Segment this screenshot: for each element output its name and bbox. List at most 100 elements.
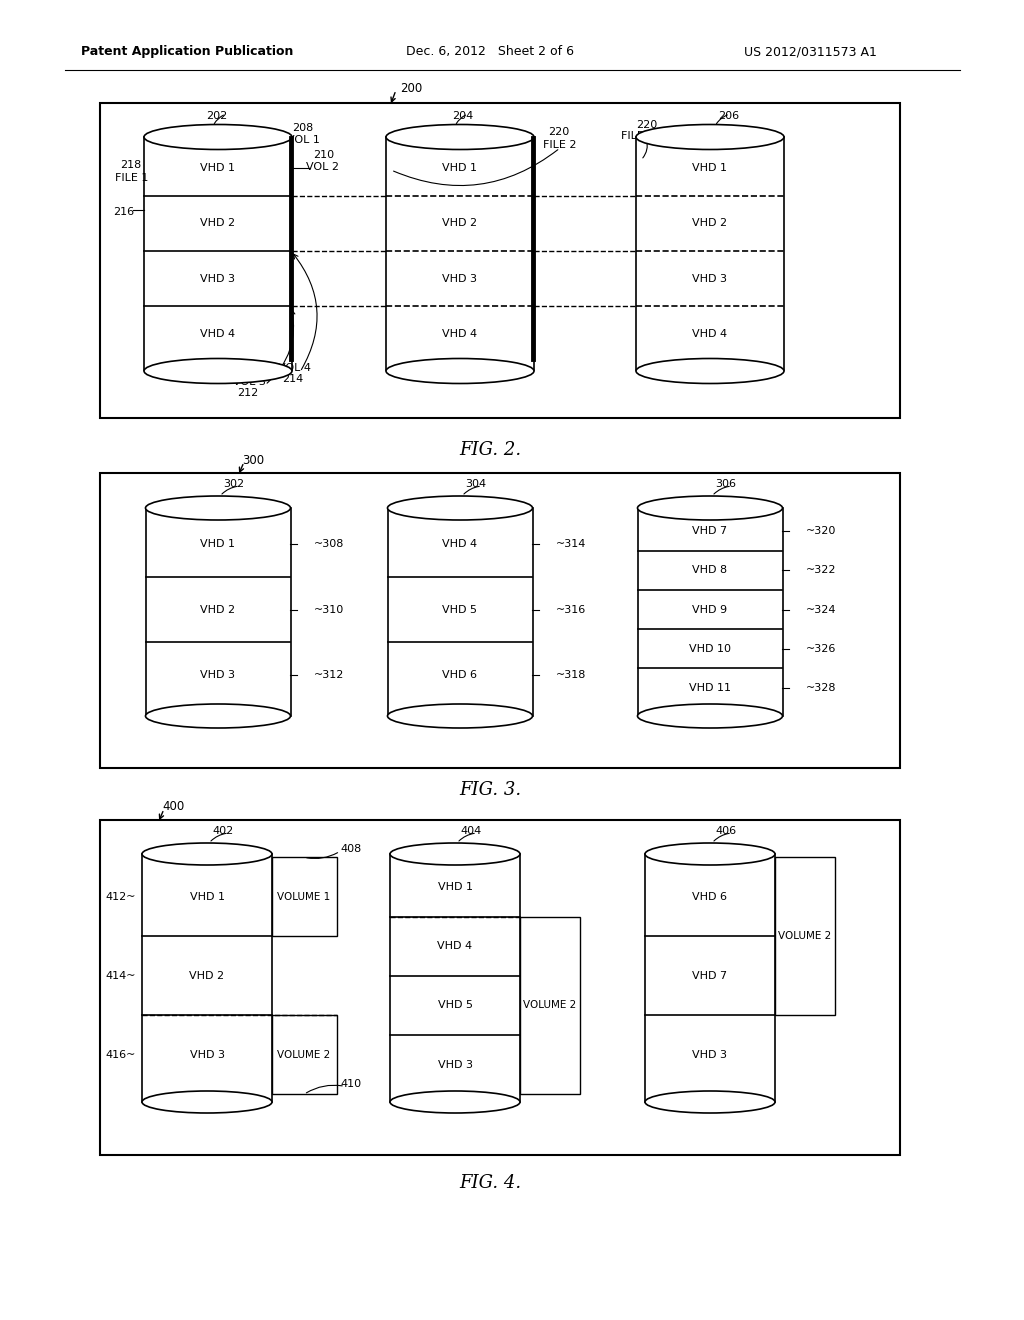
Text: ~316: ~316 [556,605,587,615]
Bar [775,857,835,1015]
Text: 208: 208 [292,123,313,133]
Text: Patent Application Publication: Patent Application Publication [81,45,293,58]
Text: VOL 4: VOL 4 [278,363,311,374]
Text: ~310: ~310 [314,605,344,615]
Text: ~324: ~324 [806,605,837,615]
Text: 212: 212 [237,388,258,399]
Text: 210: 210 [313,150,334,160]
Text: Dec. 6, 2012   Sheet 2 of 6: Dec. 6, 2012 Sheet 2 of 6 [406,45,574,58]
Ellipse shape [142,843,272,865]
Ellipse shape [144,359,292,384]
Text: ~314: ~314 [556,540,587,549]
Text: VHD 4: VHD 4 [442,329,477,339]
Bar [520,916,580,1094]
Text: FIG. 4.: FIG. 4. [459,1173,521,1192]
Ellipse shape [387,496,532,520]
Text: VHD 7: VHD 7 [692,527,728,536]
Text: VOL 3: VOL 3 [233,378,266,387]
Text: VHD 4: VHD 4 [201,329,236,339]
Text: VHD 3: VHD 3 [201,273,236,284]
Text: 408: 408 [340,845,361,854]
Ellipse shape [636,124,784,149]
Text: 400: 400 [162,800,184,813]
Text: DISK B: DISK B [441,132,478,143]
Text: VHD 4: VHD 4 [442,540,477,549]
Ellipse shape [386,124,534,149]
Text: VHD 1: VHD 1 [437,882,472,892]
Text: VOLUME 2: VOLUME 2 [523,1001,577,1010]
Bar [142,854,272,1102]
Text: VHD 10: VHD 10 [689,644,731,653]
Text: ~318: ~318 [556,671,587,680]
Text: VHD 3: VHD 3 [201,671,236,680]
Text: VHD 3: VHD 3 [692,1049,727,1060]
Text: ~326: ~326 [806,644,837,653]
Text: ~328: ~328 [806,682,837,693]
Text: 412~: 412~ [105,892,136,902]
Ellipse shape [645,843,775,865]
Bar [272,1015,337,1094]
Text: VHD 2: VHD 2 [189,970,224,981]
Text: FIG. 2.: FIG. 2. [459,441,521,459]
Text: VHD 1: VHD 1 [189,892,224,902]
Text: VHD 5: VHD 5 [437,1001,472,1010]
Bar [636,137,784,370]
Bar [100,820,900,1155]
Text: 300: 300 [242,454,264,466]
Ellipse shape [638,496,782,520]
Ellipse shape [386,359,534,384]
Text: ~312: ~312 [314,671,344,680]
Text: VHD 2: VHD 2 [692,218,728,228]
Ellipse shape [638,704,782,729]
Text: VHD 2: VHD 2 [201,605,236,615]
Text: VHD 4: VHD 4 [437,941,472,952]
Ellipse shape [390,1092,520,1113]
Text: VOLUME 2: VOLUME 2 [778,932,831,941]
Text: DISK C: DISK C [691,132,729,143]
Bar [638,508,783,715]
Text: DISK A: DISK A [188,849,225,859]
Text: 304: 304 [465,479,486,488]
Text: VHD 7: VHD 7 [692,970,728,981]
Text: VOL 2: VOL 2 [306,162,339,172]
Text: ~420: ~420 [542,1001,572,1010]
Text: FILE 1: FILE 1 [115,173,148,183]
Text: ~320: ~320 [806,527,837,536]
Text: VHD 1: VHD 1 [692,164,727,173]
Bar [146,508,291,715]
Text: VOLUME 1: VOLUME 1 [278,892,331,902]
Bar [390,854,520,1102]
Text: VOL 1: VOL 1 [287,135,319,145]
Bar [386,137,534,370]
Ellipse shape [145,704,291,729]
Text: VHD 1: VHD 1 [442,164,477,173]
Text: 406: 406 [715,826,736,836]
Text: VHD 3: VHD 3 [189,1049,224,1060]
Text: 218: 218 [120,160,141,170]
Bar [100,473,900,768]
Bar [645,854,775,1102]
Text: 202: 202 [206,111,227,121]
Text: 416~: 416~ [105,1049,136,1060]
Text: ~424: ~424 [797,970,827,981]
Text: DISK C: DISK C [691,849,729,859]
Text: 410: 410 [340,1080,361,1089]
Text: FILE 2: FILE 2 [543,140,577,150]
Text: ~422: ~422 [797,892,827,902]
Text: VHD 2: VHD 2 [201,218,236,228]
Text: DISK A: DISK A [200,132,237,143]
Text: 220: 220 [636,120,657,129]
Text: 302: 302 [223,479,244,488]
Text: VHD 11: VHD 11 [689,682,731,693]
Text: VHD 4: VHD 4 [692,329,728,339]
Text: 306: 306 [715,479,736,488]
Bar [100,103,900,418]
Text: 216: 216 [113,207,134,216]
Text: FILE 3: FILE 3 [621,131,654,141]
Text: 214: 214 [282,374,303,384]
Ellipse shape [636,359,784,384]
Text: 402: 402 [212,826,233,836]
Text: VHD 1: VHD 1 [201,164,236,173]
Text: ~322: ~322 [806,565,837,576]
Ellipse shape [390,843,520,865]
